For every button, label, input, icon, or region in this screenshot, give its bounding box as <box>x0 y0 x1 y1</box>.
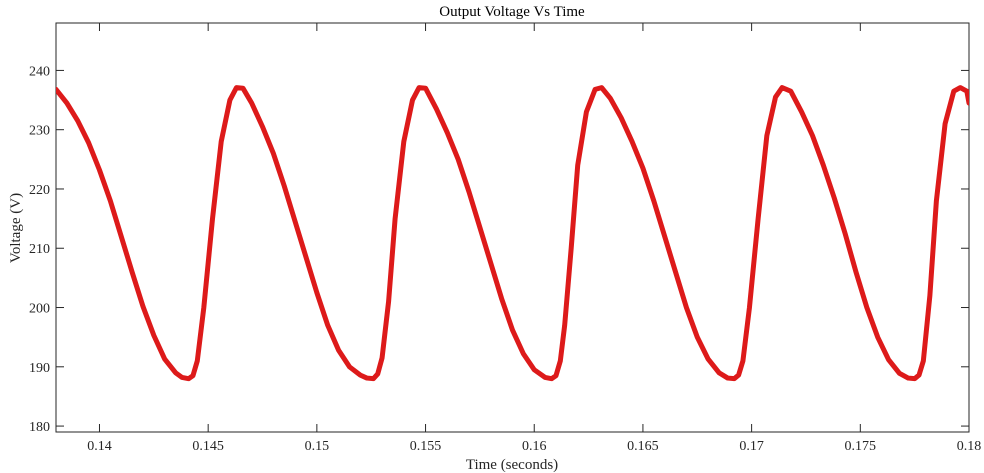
x-tick-label: 0.16 <box>522 439 547 454</box>
x-tick-labels: 0.14 0.145 0.15 0.155 0.16 0.165 0.17 0.175 0.18 <box>87 439 981 454</box>
x-tick-label: 0.165 <box>627 439 659 454</box>
x-tick-label: 0.17 <box>739 439 764 454</box>
y-tick-label: 220 <box>29 183 50 198</box>
x-tick-label: 0.175 <box>845 439 877 454</box>
y-tick-label: 240 <box>29 64 50 79</box>
y-tick-label: 190 <box>29 361 50 376</box>
axis-ticks <box>56 23 970 432</box>
x-tick-label: 0.145 <box>192 439 224 454</box>
y-tick-label: 200 <box>29 302 50 317</box>
plot-area <box>55 22 970 433</box>
chart-title: Output Voltage Vs Time <box>439 4 585 20</box>
x-tick-label: 0.15 <box>305 439 330 454</box>
x-tick-label: 0.14 <box>87 439 112 454</box>
series-group <box>56 85 969 382</box>
x-axis-title: Time (seconds) <box>466 457 558 473</box>
y-tick-label: 210 <box>29 242 50 257</box>
series-line-voltage <box>56 85 969 382</box>
x-tick-label: 0.155 <box>410 439 442 454</box>
y-tick-label: 230 <box>29 124 50 139</box>
y-axis-title: Voltage (V) <box>8 193 24 263</box>
x-tick-label: 0.18 <box>957 439 982 454</box>
y-tick-label: 180 <box>29 420 50 435</box>
y-tick-labels: 180 190 200 210 220 230 240 <box>29 64 50 435</box>
